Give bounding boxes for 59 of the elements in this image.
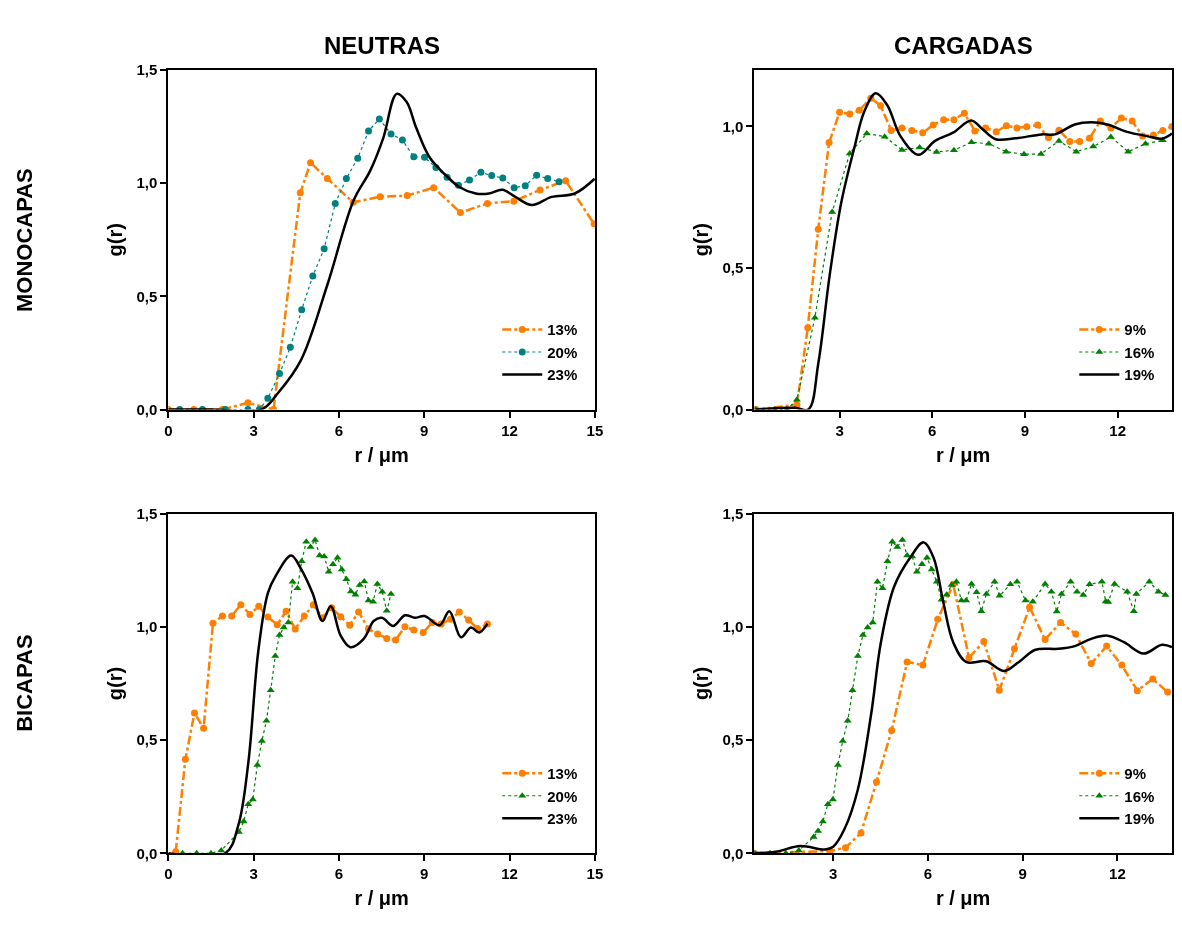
x-tick-label: 12 bbox=[1109, 421, 1126, 439]
x-tick-label: 12 bbox=[1109, 865, 1126, 883]
y-tick-label: 1,0 bbox=[136, 174, 158, 192]
text: MONOCAPAS bbox=[11, 168, 37, 313]
y-axis-title: g(r) bbox=[690, 666, 713, 701]
legend-label: 23% bbox=[547, 366, 578, 384]
x-axis-title: r / μm bbox=[935, 887, 991, 910]
x-axis-title: r / μm bbox=[935, 443, 991, 466]
y-tick-label: 1,5 bbox=[722, 504, 744, 522]
y-axis-title: g(r) bbox=[104, 223, 127, 257]
legend-label: 9% bbox=[1124, 765, 1147, 783]
y-axis-title: g(r) bbox=[104, 666, 127, 701]
x-tick-label: 6 bbox=[928, 421, 937, 439]
x-tick-label: 9 bbox=[1018, 865, 1027, 883]
y-tick-label: 0,0 bbox=[722, 400, 744, 418]
legend-label: 19% bbox=[1124, 366, 1155, 384]
y-tick-label: 0,0 bbox=[136, 400, 158, 418]
x-tick-label: 12 bbox=[501, 421, 518, 439]
x-tick-label: 15 bbox=[586, 865, 604, 883]
chart-title: NEUTRAS bbox=[324, 32, 441, 59]
y-tick-label: 0,5 bbox=[722, 259, 744, 277]
legend-label: 16% bbox=[1124, 787, 1155, 805]
legend-label: 9% bbox=[1124, 321, 1147, 339]
y-tick-label: 0,5 bbox=[136, 731, 158, 749]
y-tick-label: 1,0 bbox=[722, 618, 744, 636]
y-tick-label: 0,0 bbox=[136, 844, 158, 862]
x-tick-label: 6 bbox=[334, 865, 344, 883]
x-tick-label: 3 bbox=[835, 421, 844, 439]
x-tick-label: 3 bbox=[829, 865, 838, 883]
x-tick-label: 3 bbox=[249, 421, 258, 439]
chart-title: CARGADAS bbox=[894, 32, 1033, 59]
legend-label: 19% bbox=[1124, 810, 1155, 828]
x-axis-title: r / μm bbox=[354, 443, 409, 466]
x-tick-label: 12 bbox=[501, 865, 518, 883]
y-tick-label: 0,5 bbox=[136, 287, 158, 305]
x-tick-label: 6 bbox=[923, 865, 933, 883]
y-tick-label: 0,5 bbox=[722, 731, 744, 749]
legend-label: 23% bbox=[547, 810, 578, 828]
legend-label: 13% bbox=[547, 321, 578, 339]
legend-label: 16% bbox=[1124, 343, 1155, 361]
x-axis-title: r / μm bbox=[354, 887, 409, 910]
x-tick-label: 0 bbox=[164, 421, 173, 439]
y-tick-label: 1,0 bbox=[136, 618, 158, 636]
x-tick-label: 9 bbox=[1020, 421, 1030, 439]
x-tick-label: 6 bbox=[334, 421, 344, 439]
x-tick-label: 0 bbox=[164, 865, 173, 883]
legend-label: 13% bbox=[547, 765, 578, 783]
text: BICAPAS bbox=[11, 634, 37, 732]
legend-label: 20% bbox=[547, 343, 578, 361]
x-tick-label: 3 bbox=[249, 865, 258, 883]
x-tick-label: 15 bbox=[586, 421, 604, 439]
y-tick-label: 1,5 bbox=[136, 61, 158, 79]
x-tick-label: 9 bbox=[420, 421, 429, 439]
legend-label: 20% bbox=[547, 787, 578, 805]
y-axis-title: g(r) bbox=[690, 223, 713, 257]
y-tick-label: 1,5 bbox=[136, 504, 158, 522]
y-tick-label: 1,0 bbox=[722, 117, 744, 135]
y-tick-label: 0,0 bbox=[722, 844, 744, 862]
x-tick-label: 9 bbox=[420, 865, 429, 883]
